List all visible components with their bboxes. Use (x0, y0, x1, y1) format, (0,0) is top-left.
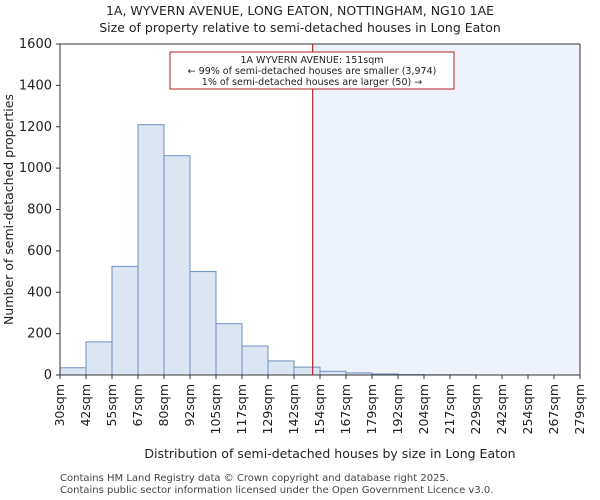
y-tick-label: 800 (27, 203, 52, 218)
x-tick-label: 192sqm (390, 384, 405, 434)
x-tick-label: 92sqm (182, 384, 197, 427)
x-tick-label: 142sqm (286, 384, 301, 434)
y-tick-label: 1400 (19, 78, 52, 93)
histogram-bar (319, 370, 347, 376)
chart-subtitle: Size of property relative to semi-detach… (99, 20, 501, 35)
x-tick-label: 80sqm (156, 384, 171, 427)
y-tick-label: 1200 (19, 120, 52, 135)
x-tick-label: 242sqm (494, 384, 509, 434)
x-tick-label: 179sqm (364, 384, 379, 434)
histogram-bar (85, 341, 113, 376)
annotation-line-2: ← 99% of semi-detached houses are smalle… (188, 66, 437, 77)
x-tick-label: 267sqm (546, 384, 561, 434)
footer-line-2: Contains public sector information licen… (60, 485, 494, 496)
x-tick-label: 254sqm (520, 384, 535, 434)
y-tick-label: 200 (27, 327, 52, 342)
histogram-bar (111, 265, 139, 376)
x-tick-label: 279sqm (572, 384, 587, 434)
x-tick-label: 30sqm (52, 384, 67, 427)
histogram-bar (293, 366, 321, 376)
x-tick-label: 67sqm (130, 384, 145, 427)
x-tick-label: 217sqm (442, 384, 457, 434)
y-tick-label: 0 (44, 368, 52, 383)
x-tick-label: 204sqm (416, 384, 431, 434)
histogram-bar (163, 155, 191, 376)
x-tick-label: 117sqm (234, 384, 249, 434)
footer-line-1: Contains HM Land Registry data © Crown c… (60, 473, 449, 484)
histogram-bar (189, 271, 217, 376)
histogram-bar (59, 367, 87, 376)
histogram-bar (215, 323, 243, 376)
histogram-bar (137, 124, 165, 376)
x-tick-label: 55sqm (104, 384, 119, 427)
larger-region-shade (312, 44, 580, 375)
y-tick-label: 1600 (19, 37, 52, 52)
chart-title: 1A, WYVERN AVENUE, LONG EATON, NOTTINGHA… (105, 3, 495, 18)
x-axis-title: Distribution of semi-detached houses by … (144, 446, 515, 461)
x-tick-label: 42sqm (78, 384, 93, 427)
x-tick-label: 167sqm (338, 384, 353, 434)
histogram-bar (241, 345, 269, 376)
y-tick-label: 400 (27, 285, 52, 300)
histogram-bar (267, 360, 295, 376)
x-tick-label: 105sqm (208, 384, 223, 434)
annotation-box (169, 51, 455, 90)
annotation-line-3: 1% of semi-detached houses are larger (5… (202, 77, 422, 88)
y-tick-label: 600 (27, 244, 52, 259)
x-tick-label: 154sqm (312, 384, 327, 434)
annotation-line-1: 1A WYVERN AVENUE: 151sqm (240, 55, 383, 66)
x-tick-label: 229sqm (468, 384, 483, 434)
y-axis-title: Number of semi-detached properties (1, 94, 16, 325)
x-tick-label: 129sqm (260, 384, 275, 434)
y-tick-label: 1000 (19, 161, 52, 176)
